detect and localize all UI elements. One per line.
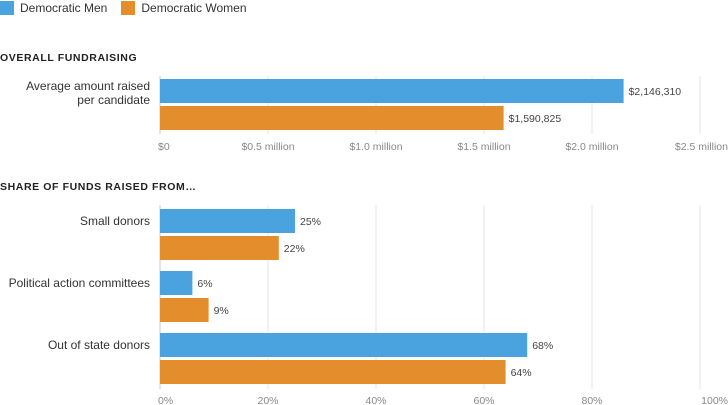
tick-label: 100% [701,395,728,405]
tick-label: 40% [365,395,386,405]
bar [160,360,506,384]
category-label: per candidate [77,93,150,107]
data-label: 68% [532,340,553,352]
legend-label-women: Democratic Women [141,1,247,15]
data-label: $1,590,825 [509,113,562,125]
legend-item-men: Democratic Men [0,1,107,15]
tick-label: 20% [257,395,278,405]
panel-title: SHARE OF FUNDS RAISED FROM… [0,181,196,193]
tick-label: $2.5 million [675,141,728,153]
panel-title: OVERALL FUNDRAISING [0,52,137,64]
tick-label: $0 [158,141,170,153]
data-label: 64% [511,367,532,379]
data-label: 22% [284,243,305,255]
tick-label: 80% [581,395,602,405]
bar [160,209,295,233]
bar [160,106,504,130]
tick-label: 0% [158,395,173,405]
legend-swatch-men [0,1,14,15]
data-label: 6% [197,278,212,290]
legend: Democratic Men Democratic Women [0,0,261,16]
category-label: Out of state donors [48,338,150,352]
bar [160,298,209,322]
category-label: Small donors [80,214,150,228]
legend-item-women: Democratic Women [121,1,247,15]
tick-label: $0.5 million [241,141,294,153]
category-label: Average amount raised [26,79,150,93]
category-label: Political action committees [9,276,150,290]
bar [160,79,624,103]
bar [160,236,279,260]
tick-label: $1.0 million [349,141,402,153]
tick-label: $1.5 million [457,141,510,153]
bar [160,271,193,295]
legend-swatch-women [121,1,136,15]
data-label: $2,146,310 [629,86,682,98]
data-label: 9% [214,305,229,317]
tick-label: 60% [473,395,494,405]
legend-label-men: Democratic Men [20,1,108,15]
data-label: 25% [300,216,321,228]
bar [160,333,528,357]
tick-label: $2.0 million [565,141,618,153]
